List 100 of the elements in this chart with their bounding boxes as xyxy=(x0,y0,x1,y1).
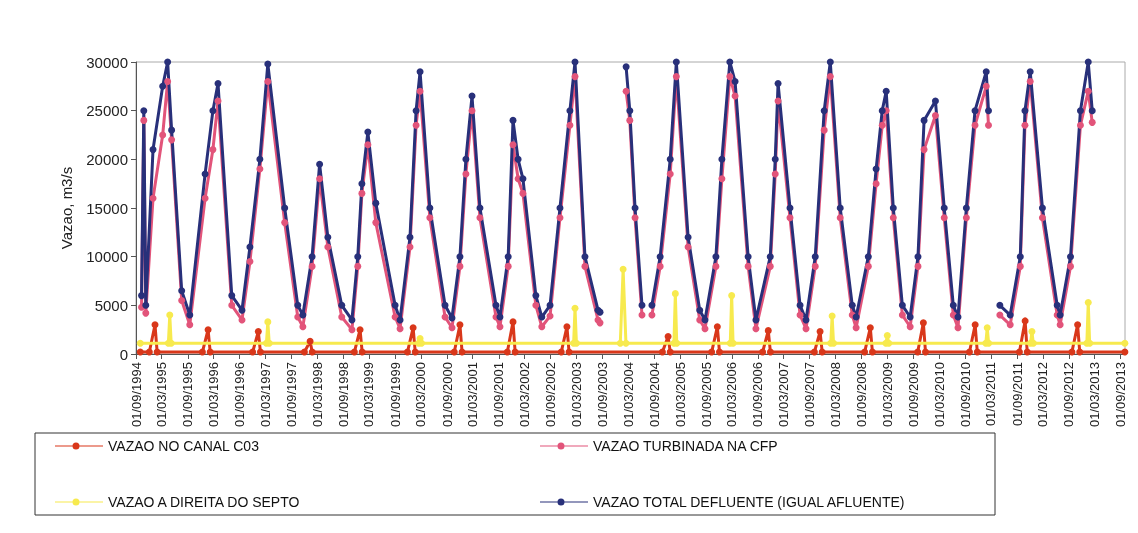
point xyxy=(204,326,212,334)
y-tick-label: 15000 xyxy=(86,199,128,217)
point xyxy=(658,348,666,356)
point xyxy=(868,348,876,356)
point xyxy=(1121,339,1129,347)
point xyxy=(136,339,144,347)
point xyxy=(816,328,824,336)
x-tick-label: 01/03/2005 xyxy=(672,362,688,428)
point xyxy=(557,348,565,356)
point xyxy=(764,327,772,335)
point xyxy=(622,339,630,347)
point xyxy=(1076,348,1084,356)
point xyxy=(1028,328,1036,336)
point xyxy=(1023,348,1031,356)
point xyxy=(866,324,874,332)
point xyxy=(759,348,767,356)
point xyxy=(306,337,314,345)
point xyxy=(971,321,979,329)
point xyxy=(914,348,922,356)
x-tick-label: 01/03/2007 xyxy=(776,362,792,428)
x-tick-label: 01/03/2002 xyxy=(517,362,533,428)
x-tick-label: 01/09/2008 xyxy=(854,362,870,428)
x-tick-label: 01/03/1999 xyxy=(361,362,377,428)
y-tick-label: 20000 xyxy=(86,150,128,168)
x-tick-label: 01/03/1996 xyxy=(206,362,222,428)
point xyxy=(922,348,929,356)
x-tick-label: 01/03/2008 xyxy=(828,362,844,428)
point xyxy=(256,348,264,356)
point xyxy=(1015,348,1023,356)
point xyxy=(300,348,308,356)
y-tick-label: 5000 xyxy=(94,296,128,314)
point xyxy=(206,348,214,356)
point xyxy=(254,328,262,336)
x-tick-label: 01/03/2010 xyxy=(931,362,947,428)
point xyxy=(728,292,736,300)
point xyxy=(919,319,927,327)
point xyxy=(965,348,973,356)
point xyxy=(708,348,716,356)
point xyxy=(883,332,891,339)
x-tick-label: 01/09/2011 xyxy=(1009,362,1025,427)
x-tick-label: 01/03/2004 xyxy=(620,362,636,428)
point xyxy=(1121,348,1129,356)
point xyxy=(356,326,364,334)
point xyxy=(973,348,981,356)
point xyxy=(616,339,624,347)
legend-label: VAZAO TURBINADA NA CFP xyxy=(593,438,778,454)
point xyxy=(818,348,826,356)
point xyxy=(350,348,358,356)
x-tick-label: 01/03/1995 xyxy=(154,362,170,428)
point xyxy=(456,321,464,329)
legend-label: VAZAO A DIREITA DO SEPTO xyxy=(108,494,300,510)
y-tick-label: 30000 xyxy=(86,53,128,71)
x-tick-label: 01/09/2000 xyxy=(439,362,455,428)
point xyxy=(713,323,721,331)
point xyxy=(136,348,144,356)
point xyxy=(810,348,818,356)
x-tick-label: 01/09/1994 xyxy=(128,362,144,428)
x-tick-label: 01/03/1997 xyxy=(257,362,273,428)
point xyxy=(766,348,774,356)
x-tick-label: 01/03/2001 xyxy=(465,362,481,428)
y-axis-title: Vazao, m3/s xyxy=(58,166,75,250)
point xyxy=(409,324,417,332)
point xyxy=(403,348,411,356)
x-tick-label: 01/03/2000 xyxy=(413,362,429,428)
x-tick-label: 01/09/2003 xyxy=(594,362,610,428)
y-tick-label: 0 xyxy=(119,345,128,363)
x-tick-label: 01/03/2009 xyxy=(879,362,895,428)
point xyxy=(619,265,627,273)
x-tick-label: 01/03/2012 xyxy=(1035,362,1051,428)
x-tick-label: 01/09/2005 xyxy=(698,362,714,428)
point xyxy=(571,304,579,312)
point xyxy=(1074,321,1082,329)
point xyxy=(983,324,991,332)
legend-label: VAZAO TOTAL DEFLUENTE (IGUAL AFLUENTE) xyxy=(593,494,905,510)
x-tick-label: 01/09/2009 xyxy=(905,362,921,428)
x-tick-label: 01/09/1997 xyxy=(284,362,300,428)
x-tick-label: 01/09/1995 xyxy=(180,362,196,428)
x-tick-label: 01/03/2013 xyxy=(1087,362,1103,428)
point xyxy=(563,323,571,331)
x-tick-label: 01/09/2010 xyxy=(957,362,973,428)
point xyxy=(411,348,419,356)
x-tick-label: 01/03/2011 xyxy=(983,362,999,427)
point xyxy=(671,290,679,298)
x-tick-label: 01/09/2002 xyxy=(543,362,559,428)
point xyxy=(249,348,257,356)
point xyxy=(666,348,674,356)
point xyxy=(715,348,723,356)
x-tick-label: 01/03/1998 xyxy=(309,362,325,428)
legend-label: VAZAO NO CANAL C03 xyxy=(108,438,260,454)
point xyxy=(145,348,153,356)
x-tick-label: 01/09/2012 xyxy=(1061,362,1077,428)
x-tick-label: 01/09/1998 xyxy=(335,362,351,428)
x-tick-label: 01/09/2006 xyxy=(750,362,766,428)
x-tick-label: 01/09/1999 xyxy=(387,362,403,428)
point xyxy=(264,318,272,326)
point xyxy=(664,332,672,340)
point xyxy=(358,348,366,356)
x-tick-label: 01/03/2003 xyxy=(568,362,584,428)
point xyxy=(151,321,159,329)
point xyxy=(166,311,174,319)
